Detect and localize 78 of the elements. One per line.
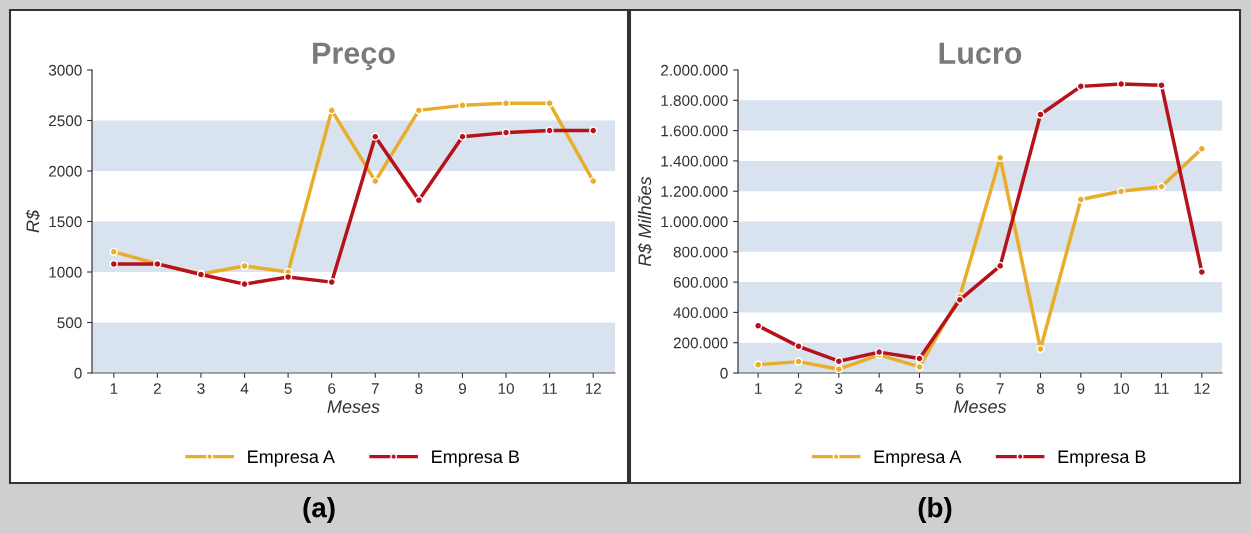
point	[915, 354, 924, 363]
y-tick-label: 400.000	[673, 307, 728, 319]
x-tick-label: 2	[795, 383, 802, 394]
text: (a)	[303, 497, 335, 523]
legend-label: Empresa A	[248, 450, 335, 467]
point	[458, 132, 467, 141]
x-tick-label: 7	[996, 383, 1004, 394]
point	[240, 261, 249, 271]
point	[995, 261, 1005, 271]
x-tick-label: 7	[371, 383, 379, 394]
y-tick-label: 3000	[48, 64, 82, 76]
x-tick-label: 1	[110, 383, 118, 394]
x-tick-label: 11	[542, 383, 557, 394]
x-tick-label: 6	[328, 383, 336, 394]
y-tick-label: 800.000	[673, 246, 728, 258]
x-tick-label: 3	[835, 383, 843, 394]
point	[1157, 81, 1166, 90]
chart-title: Lucro	[939, 42, 1022, 64]
x-tick-label: 9	[458, 383, 466, 394]
legend-label: Empresa A	[874, 450, 962, 467]
x-tick-label: 4	[240, 383, 249, 394]
point	[589, 126, 598, 135]
x-tick-label: 3	[197, 383, 205, 394]
y-tick-label: 500	[57, 317, 82, 329]
text: (b)	[918, 497, 952, 523]
x-tick-label: 9	[1077, 383, 1085, 394]
point	[794, 357, 803, 366]
y-tick-label: 1.200.000	[661, 186, 728, 197]
y-tick-label: 2.000.000	[661, 64, 728, 76]
x-tick-label: 5	[915, 383, 924, 394]
x-axis-title: Meses	[953, 400, 1007, 413]
x-tick-label: 8	[1036, 383, 1045, 394]
point	[109, 247, 118, 256]
x-tick-label: 2	[153, 383, 161, 394]
point	[834, 365, 844, 373]
point	[109, 259, 118, 269]
point	[794, 342, 803, 351]
x-tick-label: 6	[956, 383, 964, 394]
point	[1157, 182, 1166, 191]
point	[915, 362, 924, 372]
x-tick-label: 12	[585, 383, 601, 394]
x-tick-label: 5	[284, 383, 292, 394]
y-tick-label: 1.800.000	[661, 95, 728, 106]
y-axis-title: R$ Milhões	[637, 176, 653, 267]
point	[1036, 110, 1045, 119]
point	[753, 360, 763, 369]
y-tick-label: 1.600.000	[661, 125, 728, 137]
x-tick-label: 8	[415, 383, 423, 394]
x-axis-title: Meses	[327, 400, 380, 413]
point	[545, 126, 554, 135]
legend-label: Empresa B	[1058, 450, 1146, 467]
y-axis-title: R$	[25, 209, 41, 233]
y-tick-label: 2500	[49, 115, 82, 127]
x-tick-label: 10	[1113, 383, 1130, 394]
point	[501, 128, 511, 137]
point	[1036, 344, 1045, 354]
y-tick-label: 200.000	[673, 337, 728, 349]
point	[371, 132, 380, 141]
point	[414, 106, 424, 115]
y-tick-label: 1000	[49, 266, 82, 278]
point	[834, 357, 844, 366]
point	[458, 101, 467, 110]
x-tick-label: 1	[755, 383, 762, 394]
chart-title: Preço	[313, 42, 395, 70]
legend-label: Empresa B	[432, 450, 519, 467]
y-tick-label: 1500	[49, 216, 82, 228]
y-tick-label: 0	[720, 367, 728, 379]
x-tick-label: 4	[875, 383, 883, 394]
y-tick-label: 2000	[49, 165, 82, 177]
point	[545, 99, 554, 108]
y-tick-label: 0	[74, 367, 82, 379]
y-tick-label: 1.400.000	[661, 155, 728, 167]
y-tick-label: 600.000	[673, 276, 728, 288]
point	[1076, 82, 1086, 91]
x-tick-label: 10	[498, 383, 514, 394]
x-tick-label: 11	[1154, 383, 1169, 394]
x-tick-label: 12	[1194, 383, 1210, 394]
y-tick-label: 1.000.000	[661, 216, 728, 228]
